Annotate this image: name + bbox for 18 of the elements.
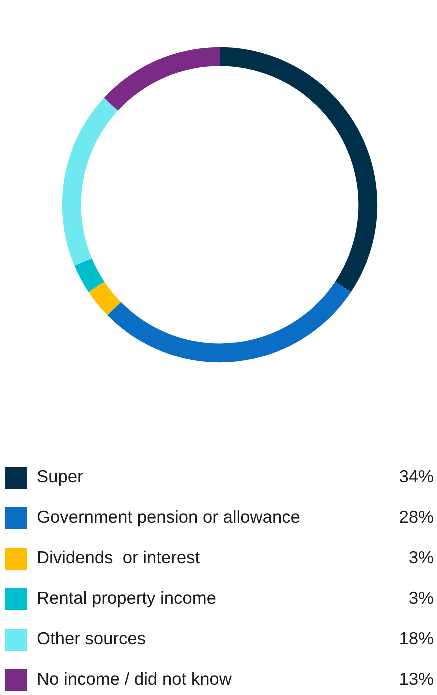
data-label: 28% [400, 510, 434, 524]
data-label: 3% [410, 551, 434, 564]
legend-label: No income / did not know [38, 672, 232, 686]
data-label: 13% [400, 672, 434, 686]
donut-slice [108, 282, 352, 363]
legend-label: Government pension or allowance [38, 510, 300, 527]
legend-label: Other sources [38, 632, 146, 645]
legend-label: Super [38, 470, 84, 486]
donut-slice [74, 258, 105, 292]
legend-label: Rental property income [38, 591, 216, 608]
data-label: 18% [400, 632, 434, 645]
donut-slice [104, 47, 220, 111]
legend-label: Dividends or interest [38, 550, 200, 564]
donut-slice [220, 47, 378, 292]
donut-slice [88, 282, 122, 316]
data-label: 3% [410, 592, 434, 604]
donut-slice [62, 98, 118, 266]
data-label: 34% [400, 470, 434, 483]
